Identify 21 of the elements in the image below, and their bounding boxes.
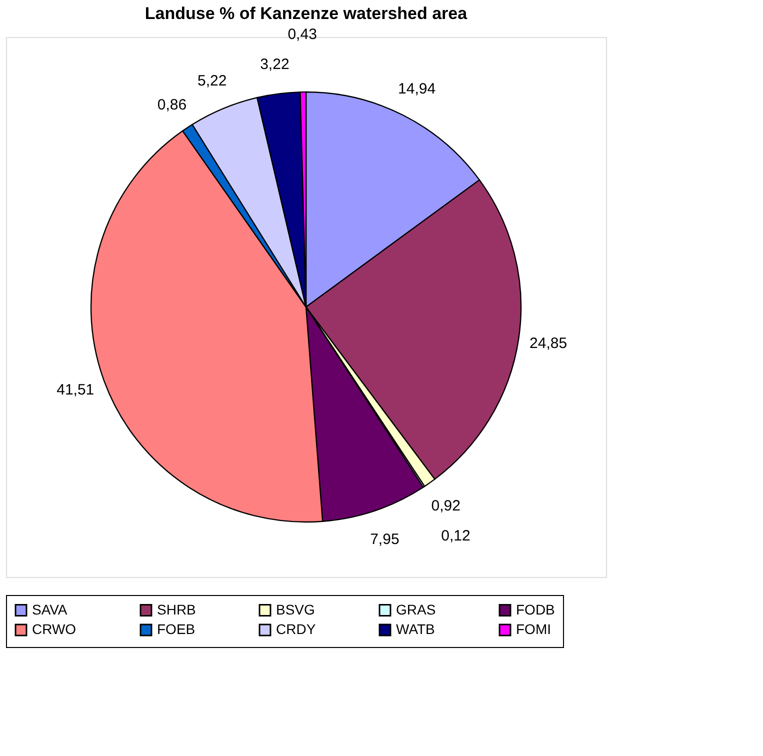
legend-label: SAVA [32, 601, 68, 618]
data-label: 24,85 [530, 335, 568, 352]
data-label: 5,22 [198, 72, 227, 90]
chart-title: Landuse % of Kanzenze watershed area [144, 4, 468, 24]
legend-label: FOEB [157, 621, 196, 637]
data-label: 0,86 [157, 96, 187, 114]
data-label: 7,95 [370, 531, 400, 548]
legend-label: CRWO [32, 621, 76, 637]
legend-label: CRDY [276, 621, 316, 637]
legend-label: SHRB [157, 601, 196, 618]
legend-label: FODB [516, 601, 555, 618]
data-label: 0,43 [288, 26, 317, 44]
data-label: 41,51 [56, 382, 94, 399]
data-label: 0,12 [441, 527, 470, 544]
legend-label: WATB [396, 621, 435, 637]
data-label: 3,22 [260, 56, 290, 74]
data-label: 0,92 [431, 498, 460, 515]
data-label: 14,94 [398, 80, 436, 98]
legend-label: FOMI [516, 621, 551, 637]
legend-label: GRAS [396, 601, 436, 618]
legend-label: BSVG [276, 601, 315, 618]
